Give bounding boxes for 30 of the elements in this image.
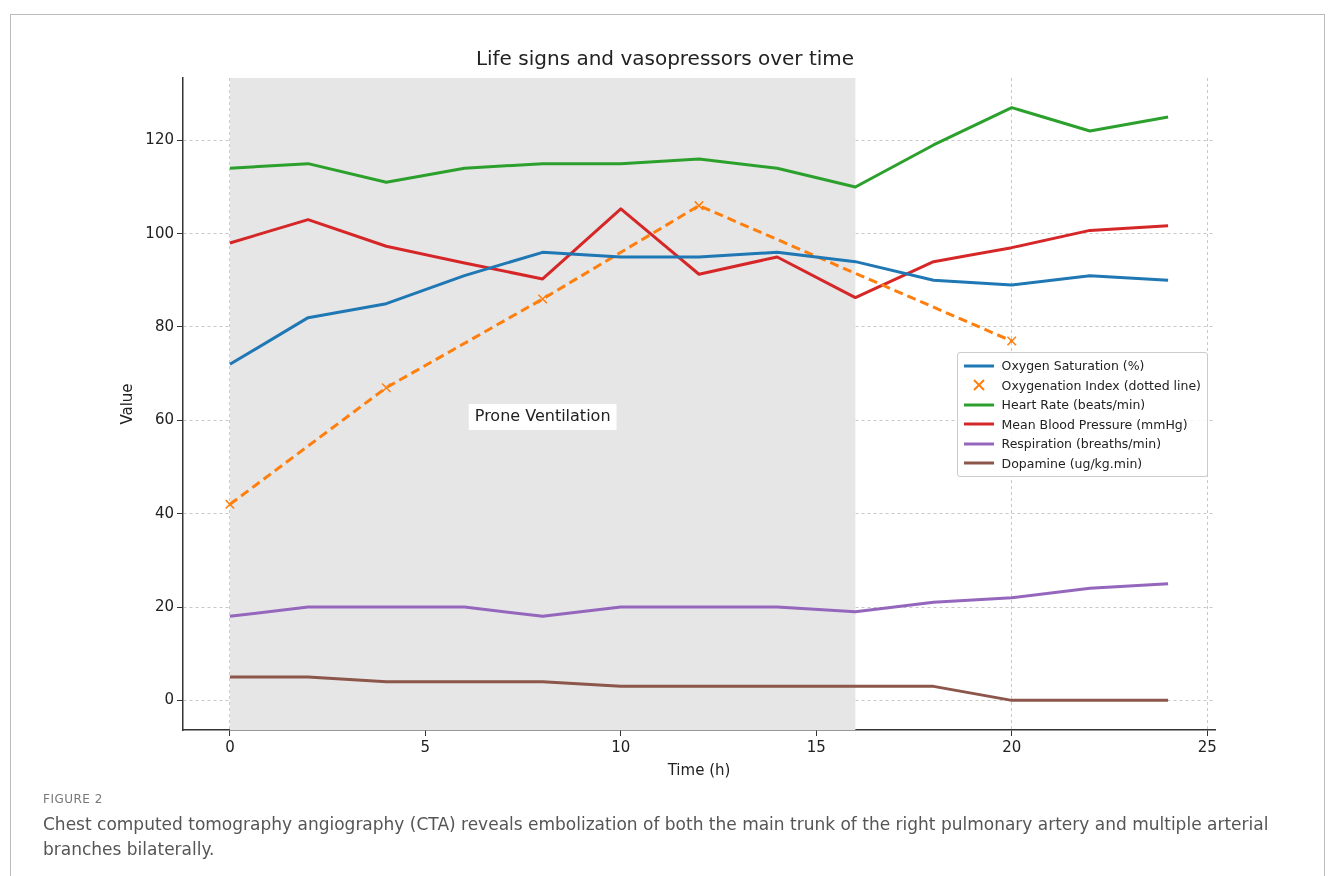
point — [537, 294, 548, 304]
x-tick-label: 10 — [611, 737, 631, 756]
y-tick-label: 100 — [145, 223, 174, 242]
x-tick-label: 0 — [225, 737, 235, 756]
point — [381, 382, 392, 393]
legend-label: Heart Rate (beats/min) — [1001, 397, 1146, 413]
y-tick-label: 120 — [145, 130, 174, 149]
x-tick-label: 20 — [1002, 737, 1022, 756]
y-tick-label: 20 — [154, 596, 174, 615]
y-tick-label: 60 — [154, 410, 174, 429]
text: Chest computed tomography angiography (CTA) reveals embolization of both the main trunk of the right pulmonary artery and multiple arterial branches bilaterally. — [43, 813, 1270, 861]
legend-label: Respiration (breaths/min) — [1001, 436, 1162, 452]
point — [224, 499, 235, 510]
y-axis-title: Value — [117, 383, 136, 425]
y-tick-label: 0 — [164, 690, 174, 709]
legend-label: Dopamine (ug/kg.min) — [1001, 455, 1143, 471]
legend-label: Mean Blood Pressure (mmHg) — [1001, 416, 1188, 432]
chart-title: Life signs and vasopressors over time — [475, 46, 855, 71]
point — [694, 200, 704, 211]
y-tick-label: 40 — [154, 503, 174, 522]
legend-label: Oxygenation Index (dotted line) — [1001, 377, 1201, 393]
point — [1006, 336, 1017, 346]
band-label: Prone Ventilation — [474, 406, 611, 426]
x-axis-title: Time (h) — [666, 760, 731, 779]
x-tick-label: 15 — [806, 737, 826, 756]
caption: FIGURE 2 — [43, 792, 104, 806]
x-tick-label: 5 — [420, 737, 431, 756]
legend-label: Oxygen Saturation (%) — [1001, 358, 1145, 374]
x-tick-label: 25 — [1197, 737, 1217, 756]
y-tick-label: 80 — [154, 316, 174, 335]
